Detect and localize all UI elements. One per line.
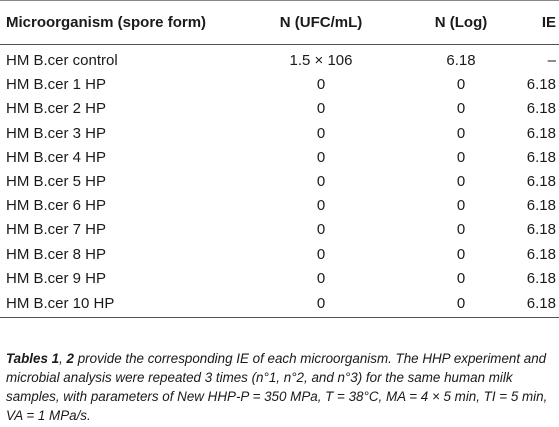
cell-n-log: 0: [406, 290, 516, 318]
cell-n-log: 0: [456, 76, 466, 94]
cell-microorganism: HM B.cer 5 HP: [6, 173, 107, 191]
cell-microorganism: HM B.cer 9 HP: [6, 269, 107, 287]
cell-ie: 6.18: [526, 100, 556, 118]
cell-microorganism: HM B.cer 8 HP: [6, 245, 107, 263]
caption-text: provide the corresponding IE of each mic…: [6, 351, 548, 423]
cell-n-log: 0: [456, 148, 466, 166]
header-ie: IE: [516, 0, 559, 45]
cell-n-ufc: 0: [316, 197, 326, 215]
cell-n-log: 0: [456, 124, 466, 142]
caption-table-ref[interactable]: Tables 1: [6, 351, 60, 366]
cell-ie: –: [547, 52, 556, 70]
table-row: HM B.cer control 1.5 × 106 6.18 –: [0, 45, 559, 74]
header-microorganism: Microorganism (spore form): [0, 0, 236, 45]
cell-microorganism: HM B.cer 2 HP: [6, 100, 107, 118]
cell-n-ufc: 0: [316, 148, 326, 166]
table-row: HM B.cer 5 HP 0 0 6.18: [0, 170, 559, 194]
cell-ie: 6.18: [516, 290, 559, 318]
cell-n-ufc: 0: [236, 290, 406, 318]
table-row: HM B.cer 4 HP 0 0 6.18: [0, 146, 559, 170]
cell-microorganism: HM B.cer control: [6, 52, 118, 70]
cell-ie: 6.18: [526, 173, 556, 191]
cell-n-ufc: 0: [316, 269, 326, 287]
cell-n-log: 0: [456, 173, 466, 191]
cell-n-ufc: 0: [316, 173, 326, 191]
data-table: Microorganism (spore form) N (UFC/mL) N …: [0, 0, 559, 318]
table-row: HM B.cer 6 HP 0 0 6.18: [0, 194, 559, 218]
cell-microorganism: HM B.cer 4 HP: [6, 148, 107, 166]
header-n-ufc: N (UFC/mL): [236, 0, 406, 45]
cell-n-log: 0: [456, 197, 466, 215]
cell-ie: 6.18: [526, 76, 556, 94]
cell-ie: 6.18: [526, 197, 556, 215]
cell-microorganism: HM B.cer 6 HP: [6, 197, 107, 215]
table-row: HM B.cer 7 HP 0 0 6.18: [0, 218, 559, 242]
caption-separator: ,: [59, 351, 67, 366]
table-row: HM B.cer 10 HP 0 0 6.18: [0, 290, 559, 318]
cell-n-ufc: 1.5 × 106: [289, 52, 353, 70]
cell-ie: 6.18: [526, 148, 556, 166]
table-row: HM B.cer 8 HP 0 0 6.18: [0, 243, 559, 267]
table-row: HM B.cer 9 HP 0 0 6.18: [0, 267, 559, 291]
header-n-log: N (Log): [406, 0, 516, 45]
cell-n-ufc: 0: [316, 221, 326, 239]
cell-microorganism: HM B.cer 3 HP: [6, 124, 107, 142]
cell-n-log: 6.18: [446, 52, 476, 70]
cell-n-ufc: 0: [316, 100, 326, 118]
cell-ie: 6.18: [526, 221, 556, 239]
cell-n-ufc: 0: [316, 124, 326, 142]
table-caption: Tables 1, 2 provide the corresponding IE…: [6, 349, 555, 425]
cell-ie: 6.18: [526, 124, 556, 142]
cell-ie: 6.18: [526, 269, 556, 287]
table-row: HM B.cer 2 HP 0 0 6.18: [0, 97, 559, 121]
cell-n-ufc: 0: [316, 245, 326, 263]
caption-table-ref-2[interactable]: 2: [66, 351, 74, 366]
cell-n-log: 0: [456, 100, 466, 118]
cell-n-log: 0: [456, 221, 466, 239]
cell-n-log: 0: [456, 269, 466, 287]
cell-n-ufc: 0: [316, 76, 326, 94]
cell-ie: 6.18: [526, 245, 556, 263]
table-row: HM B.cer 3 HP 0 0 6.18: [0, 122, 559, 146]
cell-microorganism: HM B.cer 1 HP: [6, 76, 107, 94]
cell-n-log: 0: [456, 245, 466, 263]
cell-microorganism: HM B.cer 7 HP: [6, 221, 107, 239]
table-header-row: Microorganism (spore form) N (UFC/mL) N …: [0, 0, 559, 45]
cell-microorganism: HM B.cer 10 HP: [0, 290, 236, 318]
table-row: HM B.cer 1 HP 0 0 6.18: [0, 73, 559, 97]
